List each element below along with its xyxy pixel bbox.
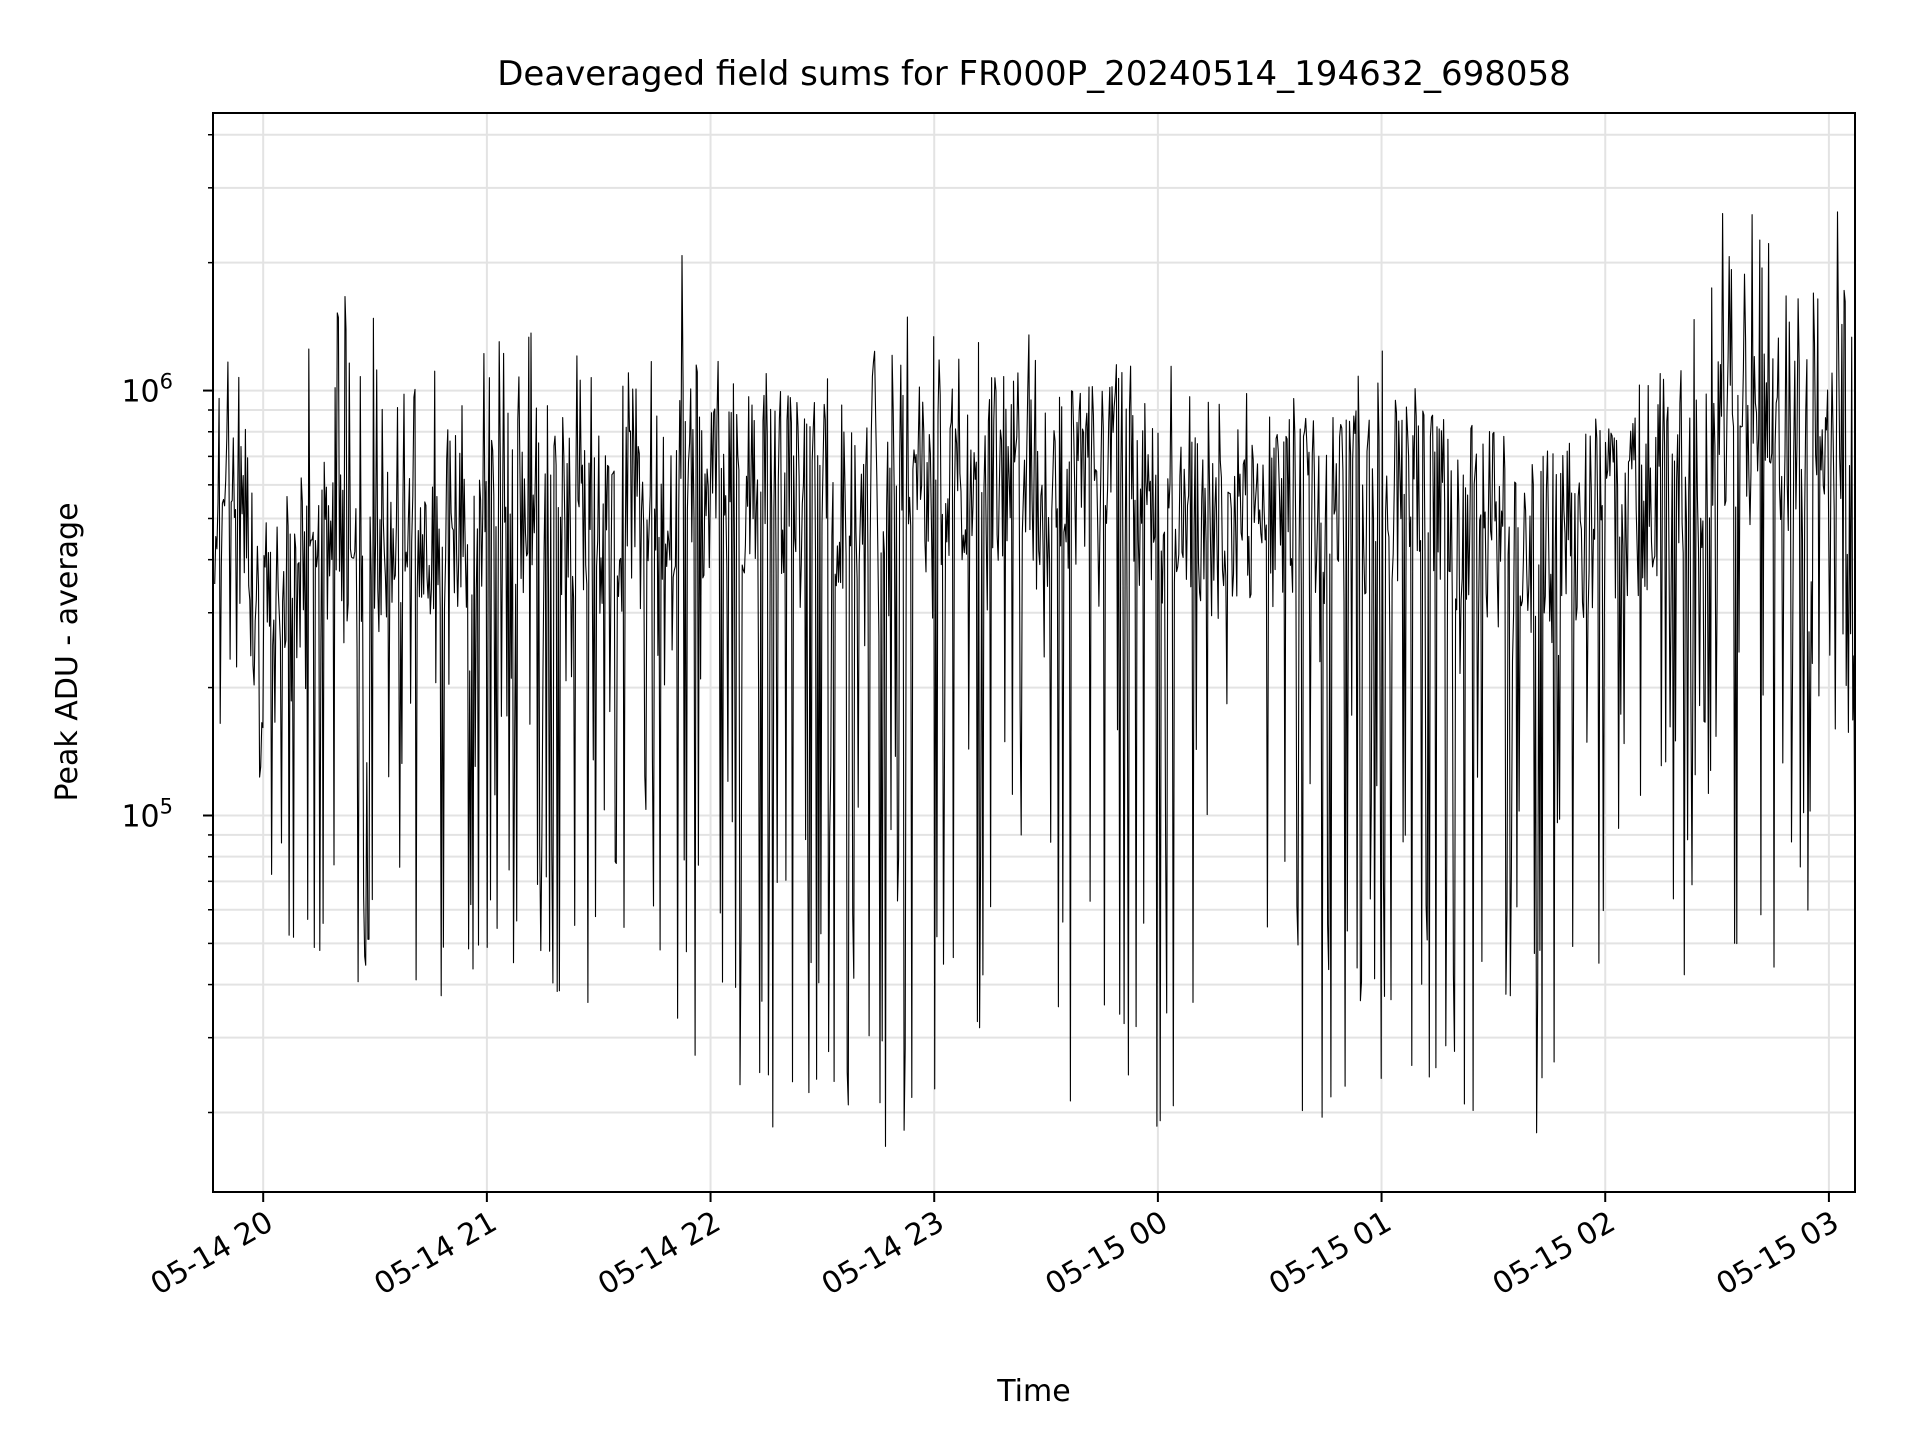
y-axis: 105 106: [121, 133, 213, 1114]
x-tick-label: 05-15 00: [1040, 1205, 1174, 1303]
chart-title: Deaveraged field sums for FR000P_2024051…: [497, 54, 1571, 94]
x-tick-label: 05-14 20: [145, 1205, 279, 1303]
y-tick-label: 106: [121, 370, 173, 410]
y-axis-label: Peak ADU - average: [50, 502, 85, 801]
plot-frame: [212, 112, 1856, 1193]
y-tick-label: 105: [121, 794, 173, 834]
series-group: [214, 211, 1856, 1147]
grid-lines: [213, 113, 1855, 1192]
x-tick-label: 05-15 03: [1711, 1205, 1845, 1303]
x-tick-label: 05-14 21: [369, 1205, 503, 1303]
x-axis: 05-14 20 05-14 21 05-14 22 05-14 23 05-15 00…: [145, 1192, 1845, 1302]
x-tick-label: 05-14 22: [592, 1205, 726, 1303]
x-tick-label: 05-15 01: [1263, 1205, 1397, 1303]
x-tick-label: 05-14 23: [816, 1205, 950, 1303]
x-tick-label: 05-15 02: [1487, 1205, 1621, 1303]
series-line: [214, 211, 1856, 1147]
x-axis-label: Time: [996, 1374, 1070, 1409]
